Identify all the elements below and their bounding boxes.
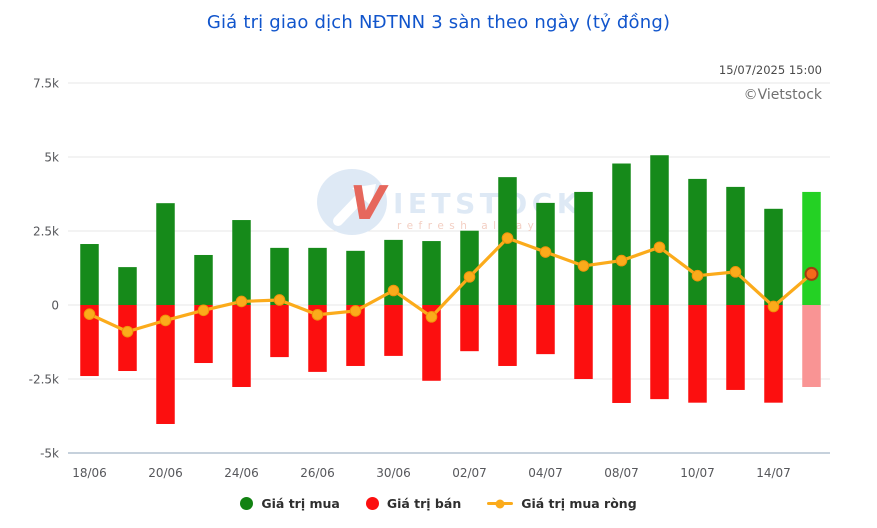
buy-bar[interactable]	[612, 163, 631, 305]
chart-title: Giá trị giao dịch NĐTNN 3 sàn theo ngày …	[206, 12, 671, 33]
sell-bar[interactable]	[802, 305, 821, 387]
buy-bar[interactable]	[764, 208, 783, 305]
buy-legend-marker-icon	[240, 497, 254, 510]
x-axis-tick-label: 30/06	[376, 466, 411, 480]
buy-bar[interactable]	[726, 186, 745, 305]
buy-bar[interactable]	[574, 191, 593, 305]
legend-item-buy[interactable]: Giá trị mua	[240, 496, 340, 511]
sell-bar[interactable]	[650, 305, 669, 400]
buy-bar[interactable]	[650, 155, 669, 305]
sell-legend-marker-icon	[365, 497, 379, 510]
net-point[interactable]	[501, 232, 514, 244]
net-point[interactable]	[197, 304, 210, 317]
legend-label-net: Giá trị mua ròng	[521, 496, 637, 511]
copyright-vietstock: ©Vietstock	[743, 87, 822, 103]
buy-bar[interactable]	[232, 220, 251, 305]
net-point[interactable]	[159, 314, 172, 327]
sell-bar[interactable]	[346, 305, 365, 366]
buy-bar[interactable]	[346, 250, 365, 305]
buy-bar[interactable]	[118, 267, 137, 305]
buy-bar[interactable]	[194, 254, 213, 305]
x-axis-tick-label: 20/06	[148, 466, 183, 480]
x-axis-tick-label: 10/07	[680, 466, 715, 480]
legend-label-sell: Giá trị bán	[386, 496, 462, 511]
sell-bar[interactable]	[308, 305, 327, 372]
net-legend-marker-icon	[487, 499, 514, 508]
net-point[interactable]	[425, 311, 438, 323]
net-point[interactable]	[729, 266, 742, 278]
sell-bar[interactable]	[612, 305, 631, 403]
y-axis-tick-label: -5k	[40, 447, 59, 461]
buy-bar[interactable]	[688, 178, 707, 305]
legend-item-net[interactable]: Giá trị mua ròng	[487, 496, 637, 511]
sell-bar[interactable]	[384, 305, 403, 356]
sell-bar[interactable]	[80, 305, 99, 377]
x-axis-tick-label: 26/06	[300, 466, 335, 480]
net-point[interactable]	[121, 325, 134, 338]
y-axis-tick-label: -2.5k	[29, 373, 59, 387]
buy-bar[interactable]	[422, 241, 441, 305]
buy-bar[interactable]	[270, 247, 289, 305]
legend-label-buy: Giá trị mua	[261, 496, 340, 511]
net-point-current[interactable]	[804, 266, 819, 281]
buy-bar[interactable]	[308, 247, 327, 305]
sell-bar[interactable]	[460, 305, 479, 352]
x-axis-tick-label: 24/06	[224, 466, 259, 480]
buy-bar[interactable]	[460, 230, 479, 305]
y-axis-tick-label: 5k	[44, 151, 59, 165]
sell-bar[interactable]	[688, 305, 707, 403]
net-point[interactable]	[83, 308, 96, 320]
sell-bar[interactable]	[536, 305, 555, 355]
sell-bar[interactable]	[764, 305, 783, 403]
net-point[interactable]	[691, 269, 704, 282]
net-point[interactable]	[273, 294, 286, 306]
x-axis-tick-label: 18/06	[72, 466, 107, 480]
net-point[interactable]	[653, 241, 666, 254]
sell-bar[interactable]	[422, 305, 441, 381]
sell-bar[interactable]	[156, 305, 175, 424]
legend-item-sell[interactable]: Giá trị bán	[365, 496, 462, 511]
sell-bar[interactable]	[726, 305, 745, 390]
y-axis-tick-label: 2.5k	[33, 225, 59, 239]
sell-bar[interactable]	[232, 305, 251, 387]
y-axis-tick-label: 7.5k	[33, 77, 59, 91]
sell-bar[interactable]	[194, 305, 213, 364]
net-point[interactable]	[615, 254, 628, 267]
watermark-arrow-icon	[333, 193, 365, 226]
sell-bar[interactable]	[270, 305, 289, 358]
net-point[interactable]	[577, 260, 590, 272]
net-point[interactable]	[463, 271, 476, 283]
net-point[interactable]	[349, 305, 362, 317]
buy-bar[interactable]	[156, 203, 175, 305]
y-axis-tick-label: 0	[51, 299, 59, 313]
x-axis-tick-label: 08/07	[604, 466, 639, 480]
watermark-v-letter: V	[350, 176, 389, 230]
x-axis-tick-label: 14/07	[756, 466, 791, 480]
sell-bar[interactable]	[118, 305, 137, 372]
x-axis-tick-label: 04/07	[528, 466, 563, 480]
net-point[interactable]	[387, 284, 400, 297]
net-point[interactable]	[767, 300, 780, 313]
chart-legend: Giá trị mua Giá trị bán Giá trị mua ròng	[0, 496, 877, 511]
net-line	[87, 236, 814, 334]
timestamp: 15/07/2025 15:00	[718, 63, 822, 77]
watermark-tagline: refresh always	[397, 220, 550, 232]
buy-bar[interactable]	[80, 244, 99, 305]
buy-bar[interactable]	[802, 191, 821, 305]
x-axis-tick-label: 02/07	[452, 466, 487, 480]
net-point[interactable]	[235, 295, 248, 308]
sell-bar[interactable]	[498, 305, 517, 366]
sell-bar[interactable]	[574, 305, 593, 379]
net-point[interactable]	[539, 246, 552, 258]
net-point[interactable]	[311, 308, 324, 321]
